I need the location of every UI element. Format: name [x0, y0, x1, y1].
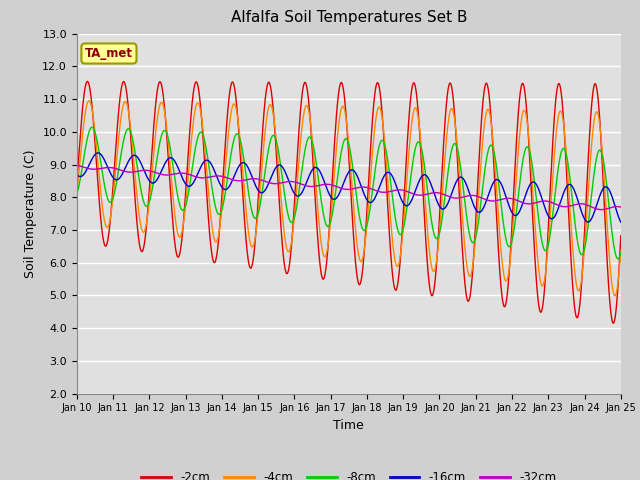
-2cm	[325, 230, 333, 236]
Title: Alfalfa Soil Temperatures Set B: Alfalfa Soil Temperatures Set B	[230, 11, 467, 25]
-4cm	[611, 293, 619, 299]
-4cm	[383, 164, 390, 170]
-32cm	[304, 183, 312, 189]
-2cm	[316, 254, 323, 260]
-16cm	[138, 161, 145, 167]
-4cm	[325, 234, 333, 240]
-4cm	[617, 249, 625, 254]
-4cm	[73, 190, 81, 196]
-8cm	[304, 136, 312, 142]
Line: -8cm: -8cm	[77, 127, 621, 259]
-32cm	[383, 189, 390, 195]
-2cm	[73, 180, 81, 186]
Line: -16cm: -16cm	[77, 153, 621, 222]
-32cm	[73, 162, 81, 168]
-2cm	[609, 320, 617, 326]
-16cm	[617, 219, 625, 225]
-8cm	[115, 163, 123, 168]
-4cm	[115, 130, 123, 135]
Text: TA_met: TA_met	[85, 47, 133, 60]
-2cm	[138, 249, 145, 254]
-8cm	[138, 189, 145, 195]
-32cm	[617, 204, 625, 210]
-8cm	[88, 124, 96, 130]
-32cm	[325, 181, 333, 187]
Y-axis label: Soil Temperature (C): Soil Temperature (C)	[24, 149, 36, 278]
-2cm	[383, 185, 390, 191]
-16cm	[115, 176, 123, 181]
-8cm	[617, 250, 625, 255]
-8cm	[614, 256, 621, 262]
-2cm	[115, 102, 123, 108]
-8cm	[383, 151, 390, 157]
Line: -32cm: -32cm	[77, 165, 621, 210]
-16cm	[94, 150, 102, 156]
-2cm	[304, 92, 312, 98]
Line: -4cm: -4cm	[77, 101, 621, 296]
Legend: -2cm, -4cm, -8cm, -16cm, -32cm: -2cm, -4cm, -8cm, -16cm, -32cm	[136, 466, 561, 480]
X-axis label: Time: Time	[333, 419, 364, 432]
-16cm	[73, 171, 81, 177]
-32cm	[315, 182, 323, 188]
-16cm	[304, 176, 312, 181]
-4cm	[85, 98, 93, 104]
-16cm	[325, 191, 333, 197]
-4cm	[316, 222, 323, 228]
-4cm	[138, 226, 145, 231]
-2cm	[83, 79, 91, 84]
-8cm	[325, 223, 333, 228]
-8cm	[316, 183, 323, 189]
-2cm	[617, 233, 625, 239]
-16cm	[316, 168, 323, 173]
-16cm	[383, 170, 390, 176]
Line: -2cm: -2cm	[77, 82, 621, 323]
-32cm	[115, 167, 123, 172]
-4cm	[304, 105, 312, 110]
-32cm	[597, 207, 605, 213]
-32cm	[137, 168, 145, 174]
-8cm	[73, 191, 81, 197]
